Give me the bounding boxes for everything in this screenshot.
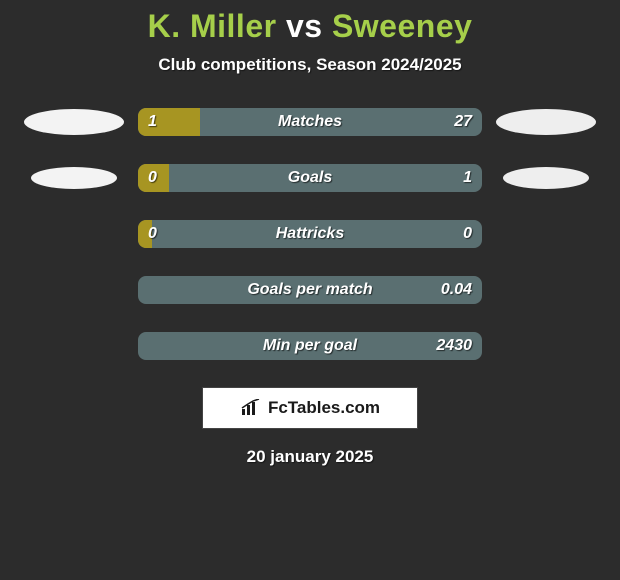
attribution-text: FcTables.com — [268, 398, 380, 418]
title-vs: vs — [286, 8, 323, 44]
stat-bar: 0.04Goals per match — [138, 276, 482, 304]
team-badge-right — [496, 327, 596, 365]
stat-bar: 2430Min per goal — [138, 332, 482, 360]
title-player2: Sweeney — [332, 8, 472, 44]
stat-label: Goals per match — [138, 276, 482, 304]
page-title: K. Miller vs Sweeney — [0, 0, 620, 45]
team-badge-right — [496, 159, 596, 197]
stat-bar: 00Hattricks — [138, 220, 482, 248]
stat-row: 127Matches — [0, 103, 620, 141]
attribution-box: FcTables.com — [202, 387, 418, 429]
title-player1: K. Miller — [148, 8, 277, 44]
stat-row: 0.04Goals per match — [0, 271, 620, 309]
stat-label: Matches — [138, 108, 482, 136]
team-badge-right — [496, 215, 596, 253]
comparison-infographic: K. Miller vs Sweeney Club competitions, … — [0, 0, 620, 580]
ellipse-icon — [503, 167, 589, 189]
stat-row: 01Goals — [0, 159, 620, 197]
team-badge-right — [496, 271, 596, 309]
stat-bar: 127Matches — [138, 108, 482, 136]
stat-label: Hattricks — [138, 220, 482, 248]
team-badge-right — [496, 103, 596, 141]
subtitle: Club competitions, Season 2024/2025 — [0, 55, 620, 75]
team-badge-left — [24, 327, 124, 365]
ellipse-icon — [31, 167, 117, 189]
ellipse-icon — [496, 109, 596, 135]
barchart-icon — [240, 399, 262, 417]
ellipse-icon — [24, 109, 124, 135]
stat-label: Goals — [138, 164, 482, 192]
stat-rows: 127Matches 01Goals 00Hattricks 0.04Goals pe… — [0, 103, 620, 365]
team-badge-left — [24, 103, 124, 141]
date-text: 20 january 2025 — [0, 447, 620, 467]
team-badge-left — [24, 215, 124, 253]
team-badge-left — [24, 271, 124, 309]
stat-bar: 01Goals — [138, 164, 482, 192]
stat-label: Min per goal — [138, 332, 482, 360]
team-badge-left — [24, 159, 124, 197]
stat-row: 2430Min per goal — [0, 327, 620, 365]
stat-row: 00Hattricks — [0, 215, 620, 253]
